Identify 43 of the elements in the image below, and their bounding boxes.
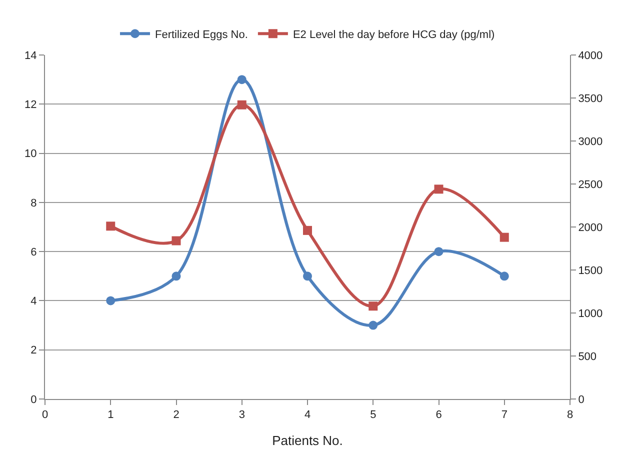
point [172,236,181,246]
y2-tick-label: 0 [578,394,584,406]
x-tick-label: 7 [501,409,508,422]
x-tick-label: 6 [436,409,442,422]
point [500,272,509,281]
point [368,302,378,311]
y-tick-label: 2 [30,344,37,357]
point [237,100,246,110]
y-tick-label: 14 [24,50,37,62]
point [434,247,444,256]
x-tick-label: 4 [304,409,311,422]
x-tick-label: 1 [108,409,114,422]
y2-tick-label: 3000 [578,136,603,148]
y2-tick-label: 3500 [578,92,603,105]
point [434,184,444,194]
y2-tick-label: 500 [578,350,597,363]
x-tick-label: 2 [173,409,180,422]
point [106,222,116,231]
y-tick-label: 4 [30,296,37,308]
y-tick-label: 8 [30,197,37,210]
legend-label: E2 Level the day before HCG day (pg/ml) [292,28,495,41]
point [368,320,378,330]
y-tick-label: 0 [30,394,37,406]
point [172,272,181,281]
legend-label: Fertilized Eggs No. [155,28,248,41]
y-tick-label: 12 [24,98,37,111]
x-tick-label: 8 [566,409,574,422]
y2-tick-label: 4000 [578,50,603,62]
point [303,272,312,281]
x-tick-label: 0 [42,409,48,422]
y2-tick-label: 1000 [578,308,603,320]
x-tick-label: 3 [238,409,245,422]
x-axis-title: Patients No. [272,432,343,448]
y-tick-label: 10 [24,148,37,160]
y2-tick-label: 2000 [578,222,603,234]
point [303,226,312,235]
y-tick-label: 6 [30,246,37,258]
point [237,75,246,84]
point [500,232,509,242]
point [106,296,116,306]
y2-tick-label: 2500 [578,178,603,191]
x-tick-label: 5 [370,409,376,422]
y2-tick-label: 1500 [578,264,603,277]
